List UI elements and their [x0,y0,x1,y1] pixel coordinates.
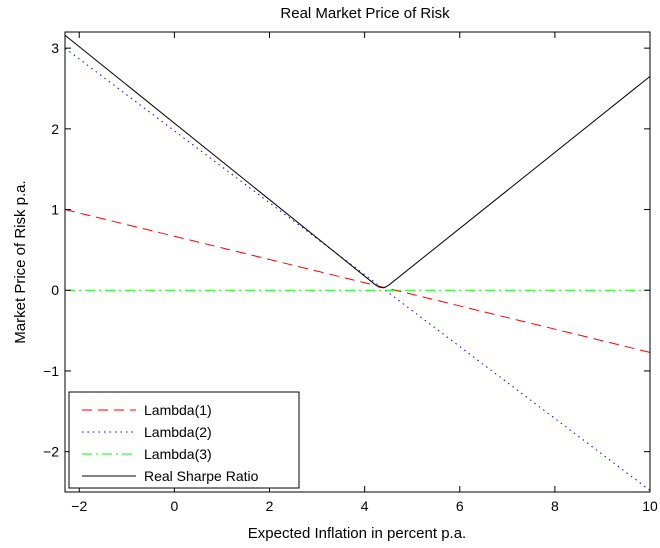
legend: Lambda(1) Lambda(2) Lambda(3) Real Sharpe R… [68,391,300,489]
legend-box [68,391,300,489]
x-tick-label: 8 [551,498,559,514]
legend-label-3: Lambda(3) [144,446,212,462]
plot-frame [64,31,651,493]
x-tick-label: 0 [170,498,178,514]
series-line-2 [64,47,651,491]
x-tick-label: 2 [266,498,274,514]
y-axis-title: Market Price of Risk p.a. [12,180,29,343]
series-line-1 [64,209,651,353]
y-tick-label: 2 [51,121,59,137]
x-tick-label: 10 [642,498,658,514]
legend-items: Lambda(1) Lambda(2) Lambda(3) Real Sharpe R… [82,402,259,484]
x-tick-label: −2 [71,498,87,514]
series-layer [64,34,651,491]
ticks-layer: −2 0 2 4 6 8 10 −2 −1 0 1 2 3 [43,32,658,514]
y-tick-label: −2 [43,444,59,460]
legend-label-2: Lambda(2) [144,424,212,440]
x-axis-title: Expected Inflation in percent p.a. [248,525,466,542]
chart-title: Real Market Price of Risk [280,5,450,22]
series-line-4 [64,34,651,289]
y-tick-label: 0 [51,282,59,298]
x-tick-label: 6 [456,498,464,514]
legend-label-1: Lambda(1) [144,402,212,418]
x-tick-label: 4 [361,498,369,514]
y-tick-label: 1 [51,202,59,218]
y-tick-label: 3 [51,40,59,56]
legend-label-4: Real Sharpe Ratio [144,468,259,484]
y-tick-label: −1 [43,363,59,379]
